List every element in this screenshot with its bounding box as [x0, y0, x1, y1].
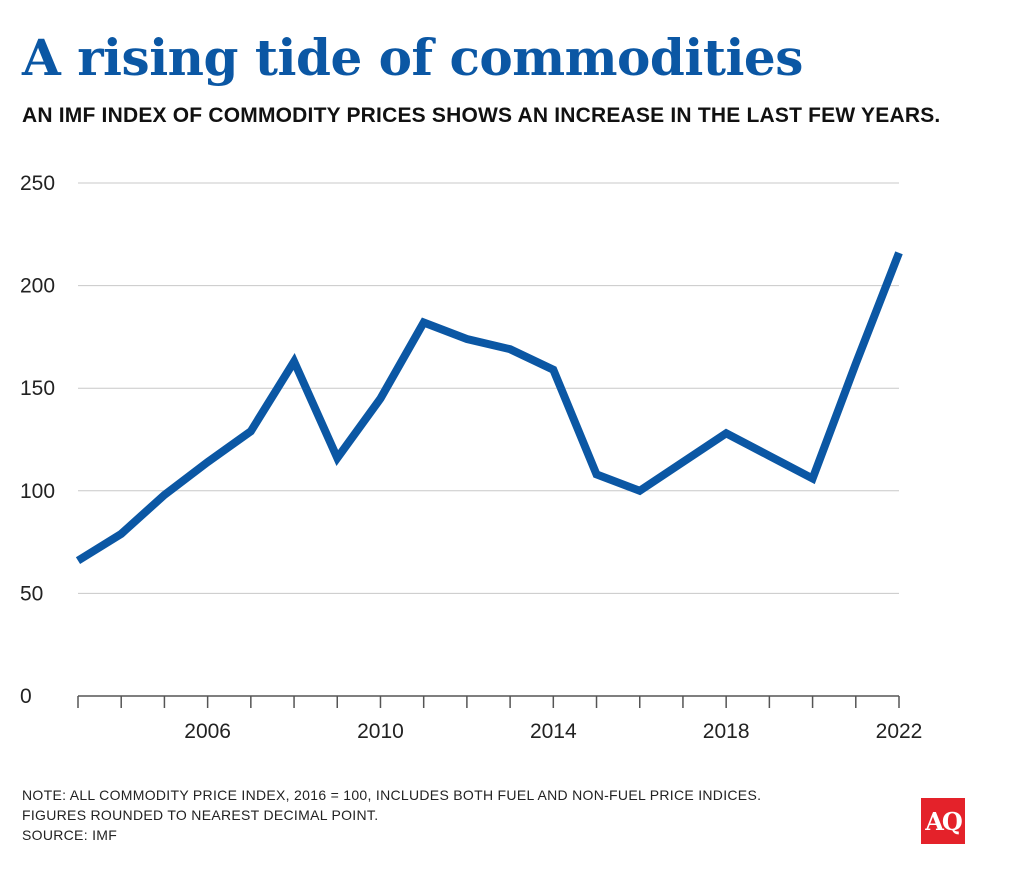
note-line-1: NOTE: ALL COMMODITY PRICE INDEX, 2016 = … [22, 787, 762, 803]
y-tick-label: 0 [20, 685, 32, 708]
gridlines [78, 182, 899, 594]
y-tick-label: 100 [20, 480, 55, 503]
chart-notes: NOTE: ALL COMMODITY PRICE INDEX, 2016 = … [22, 785, 761, 845]
x-axis: 2006 2010 2014 2018 2022 [77, 695, 923, 743]
x-tick-label: 2006 [184, 720, 231, 743]
y-tick-label: 200 [20, 275, 55, 298]
source-line: SOURCE: IMF [22, 827, 118, 843]
chart-title: A rising tide of commodities [22, 28, 803, 87]
y-tick-label: 50 [20, 582, 43, 605]
commodity-index-line [75, 251, 903, 565]
x-tick-label: 2014 [530, 720, 577, 743]
y-axis-ticks: 0 50 100 150 200 250 [20, 172, 55, 708]
x-tick-label: 2010 [357, 720, 404, 743]
x-tick-label: 2022 [876, 720, 923, 743]
note-line-2: FIGURES ROUNDED TO NEAREST DECIMAL POINT… [22, 807, 379, 823]
x-tick-label: 2018 [703, 720, 750, 743]
aq-logo: AQ [921, 798, 965, 844]
y-tick-label: 250 [20, 172, 55, 195]
series-group [75, 251, 903, 565]
y-tick-label: 150 [20, 377, 55, 400]
chart-subtitle: AN IMF INDEX OF COMMODITY PRICES SHOWS A… [22, 104, 941, 127]
